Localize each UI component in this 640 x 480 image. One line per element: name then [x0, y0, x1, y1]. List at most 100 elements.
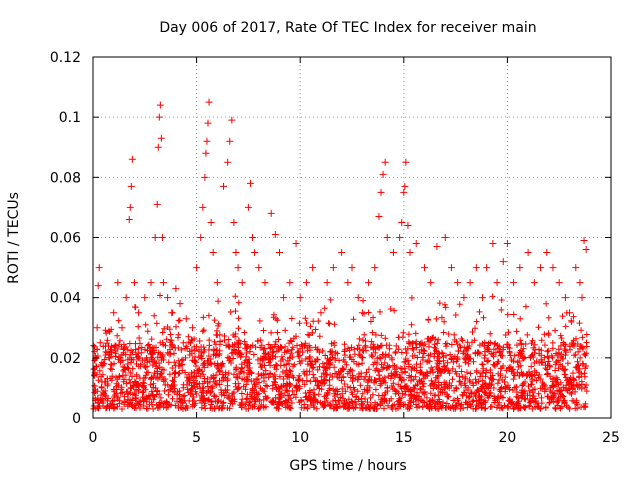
x-tick-label: 20 [498, 430, 516, 446]
data-point [147, 279, 155, 287]
y-tick-label: 0.04 [50, 291, 81, 307]
data-point [127, 182, 135, 190]
data-point [377, 188, 385, 196]
data-point [135, 309, 143, 317]
data-point [317, 309, 325, 317]
data-point [371, 264, 379, 272]
data-point [383, 234, 391, 241]
data-point [106, 354, 114, 362]
data-point [524, 249, 532, 257]
data-point [396, 234, 404, 241]
data-point [460, 294, 468, 302]
data-point [128, 155, 136, 163]
data-point [151, 234, 159, 241]
data-point [516, 264, 524, 272]
data-point [114, 279, 122, 287]
data-point [203, 137, 211, 145]
data-point [510, 279, 518, 287]
data-point [530, 279, 538, 287]
data-point [433, 243, 441, 251]
data-point [358, 309, 366, 317]
data-point [275, 249, 283, 257]
x-tick-label: 10 [291, 430, 309, 446]
x-tick-label: 5 [192, 430, 201, 446]
data-point [141, 294, 149, 302]
data-point [158, 234, 166, 241]
y-tick-label: 0.08 [50, 170, 81, 186]
y-axis-label: ROTI / TECUs [6, 192, 22, 284]
data-point [292, 240, 300, 248]
data-point [267, 209, 275, 217]
data-point [338, 249, 346, 257]
data-point [454, 279, 462, 287]
data-point [472, 264, 480, 272]
data-point [168, 309, 176, 317]
data-point [202, 149, 210, 157]
data-point [238, 279, 246, 287]
data-point [224, 158, 232, 166]
data-point [154, 143, 162, 151]
data-point [207, 218, 215, 226]
data-point [580, 237, 588, 245]
data-point [176, 300, 184, 308]
data-point [479, 294, 487, 302]
data-point [401, 182, 409, 190]
data-point [155, 113, 163, 121]
data-point [122, 294, 130, 302]
data-point [354, 294, 362, 302]
data-point [226, 137, 234, 145]
data-point [549, 264, 557, 272]
data-point [234, 264, 242, 272]
data-point [561, 294, 569, 302]
data-point [483, 264, 491, 272]
data-point [572, 264, 580, 272]
data-point [188, 324, 196, 332]
axis-ticks: 0 5 10 15 20 25 0 0.02 0.04 0.06 0.08 0.1 0.12 [50, 50, 620, 446]
data-point [213, 279, 221, 287]
data-point [197, 234, 205, 241]
x-tick-label: 0 [89, 430, 98, 446]
data-point [125, 215, 133, 223]
x-tick-label: 15 [395, 430, 413, 446]
data-point [566, 309, 574, 317]
data-point [159, 279, 167, 287]
data-point [157, 134, 165, 142]
data-point [329, 264, 337, 272]
data-point [400, 188, 408, 196]
data-point [209, 249, 217, 257]
data-point [193, 264, 201, 272]
data-point [156, 101, 164, 109]
data-point [204, 119, 212, 127]
data-point [101, 378, 109, 386]
data-point [251, 249, 259, 257]
data-point [130, 279, 138, 287]
data-point [447, 264, 455, 272]
data-point [153, 200, 161, 208]
y-tick-label: 0 [72, 411, 81, 427]
data-point [493, 279, 501, 287]
data-point [118, 324, 126, 332]
data-point [379, 170, 387, 178]
data-point [96, 339, 104, 347]
data-point [255, 264, 263, 272]
dense-data-band [90, 292, 590, 412]
data-point [228, 116, 236, 124]
data-point [499, 258, 507, 266]
data-point [296, 294, 304, 302]
data-point [164, 294, 172, 302]
data-point [110, 309, 118, 317]
data-point [406, 249, 414, 257]
dense-point-cloud [90, 292, 590, 412]
data-point [381, 158, 389, 166]
data-point [576, 279, 584, 287]
data-point [232, 249, 240, 257]
data-point [182, 315, 190, 323]
data-point [246, 179, 254, 187]
data-point [261, 279, 269, 287]
data-point [441, 234, 449, 241]
data-point [201, 173, 209, 181]
data-point [199, 203, 207, 211]
data-points [91, 98, 590, 386]
data-point [578, 294, 586, 302]
x-axis-label: GPS time / hours [289, 458, 406, 474]
